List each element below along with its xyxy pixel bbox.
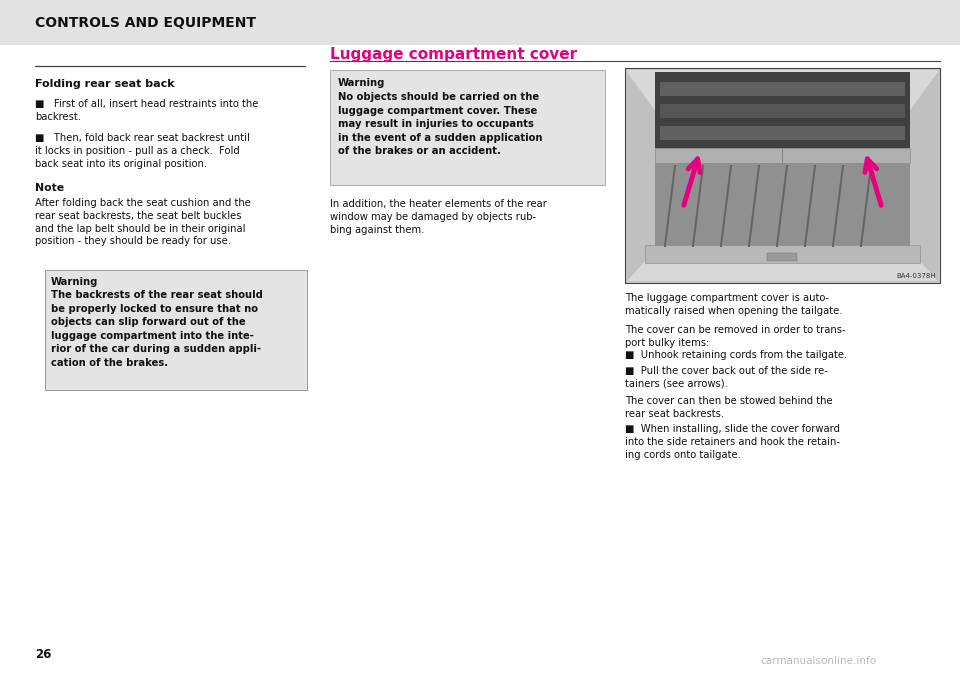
Bar: [330, 70, 605, 185]
Text: Folding rear seat back: Folding rear seat back: [35, 79, 175, 89]
Bar: [660, 104, 905, 118]
Bar: [645, 245, 920, 263]
Text: After folding back the seat cushion and the
rear seat backrests, the seat belt b: After folding back the seat cushion and …: [35, 198, 251, 246]
Bar: [655, 163, 910, 248]
Text: ■  Unhook retaining cords from the tailgate.: ■ Unhook retaining cords from the tailga…: [625, 350, 848, 360]
Text: ■   Then, fold back rear seat backrest until
it locks in position - pull as a ch: ■ Then, fold back rear seat backrest unt…: [35, 133, 250, 169]
Text: Warning: Warning: [51, 277, 98, 287]
Text: The cover can be removed in order to trans-
port bulky items:: The cover can be removed in order to tra…: [625, 325, 846, 348]
Bar: [660, 82, 905, 96]
Polygon shape: [908, 72, 938, 281]
Text: Luggage compartment cover: Luggage compartment cover: [330, 47, 577, 62]
Text: 26: 26: [35, 649, 52, 662]
Text: ■  Pull the cover back out of the side re-
tainers (see arrows).: ■ Pull the cover back out of the side re…: [625, 366, 828, 389]
Text: Note: Note: [35, 183, 64, 193]
Bar: [627, 70, 938, 281]
Text: No objects should be carried on the
luggage compartment cover. These
may result : No objects should be carried on the lugg…: [338, 92, 542, 156]
Text: In addition, the heater elements of the rear
window may be damaged by objects ru: In addition, the heater elements of the …: [330, 199, 547, 235]
Bar: [45, 270, 307, 390]
Bar: [655, 72, 910, 148]
Bar: [625, 68, 940, 283]
Text: BA4-0378H: BA4-0378H: [897, 273, 936, 279]
Bar: [0, 0, 960, 45]
Polygon shape: [627, 72, 657, 281]
Bar: [767, 253, 797, 261]
Bar: [655, 148, 910, 163]
Text: The cover can then be stowed behind the
rear seat backrests.: The cover can then be stowed behind the …: [625, 396, 832, 419]
Text: The backrests of the rear seat should
be properly locked to ensure that no
objec: The backrests of the rear seat should be…: [51, 290, 263, 368]
Text: CONTROLS AND EQUIPMENT: CONTROLS AND EQUIPMENT: [35, 16, 256, 30]
Bar: [660, 126, 905, 140]
Text: ■  When installing, slide the cover forward
into the side retainers and hook the: ■ When installing, slide the cover forwa…: [625, 424, 840, 460]
Text: carmanualsonline.info: carmanualsonline.info: [760, 656, 876, 666]
Text: Warning: Warning: [338, 78, 385, 88]
Text: The luggage compartment cover is auto-
matically raised when opening the tailgat: The luggage compartment cover is auto- m…: [625, 293, 843, 316]
Bar: [655, 113, 910, 248]
Text: ■   First of all, insert head restraints into the
backrest.: ■ First of all, insert head restraints i…: [35, 99, 258, 122]
